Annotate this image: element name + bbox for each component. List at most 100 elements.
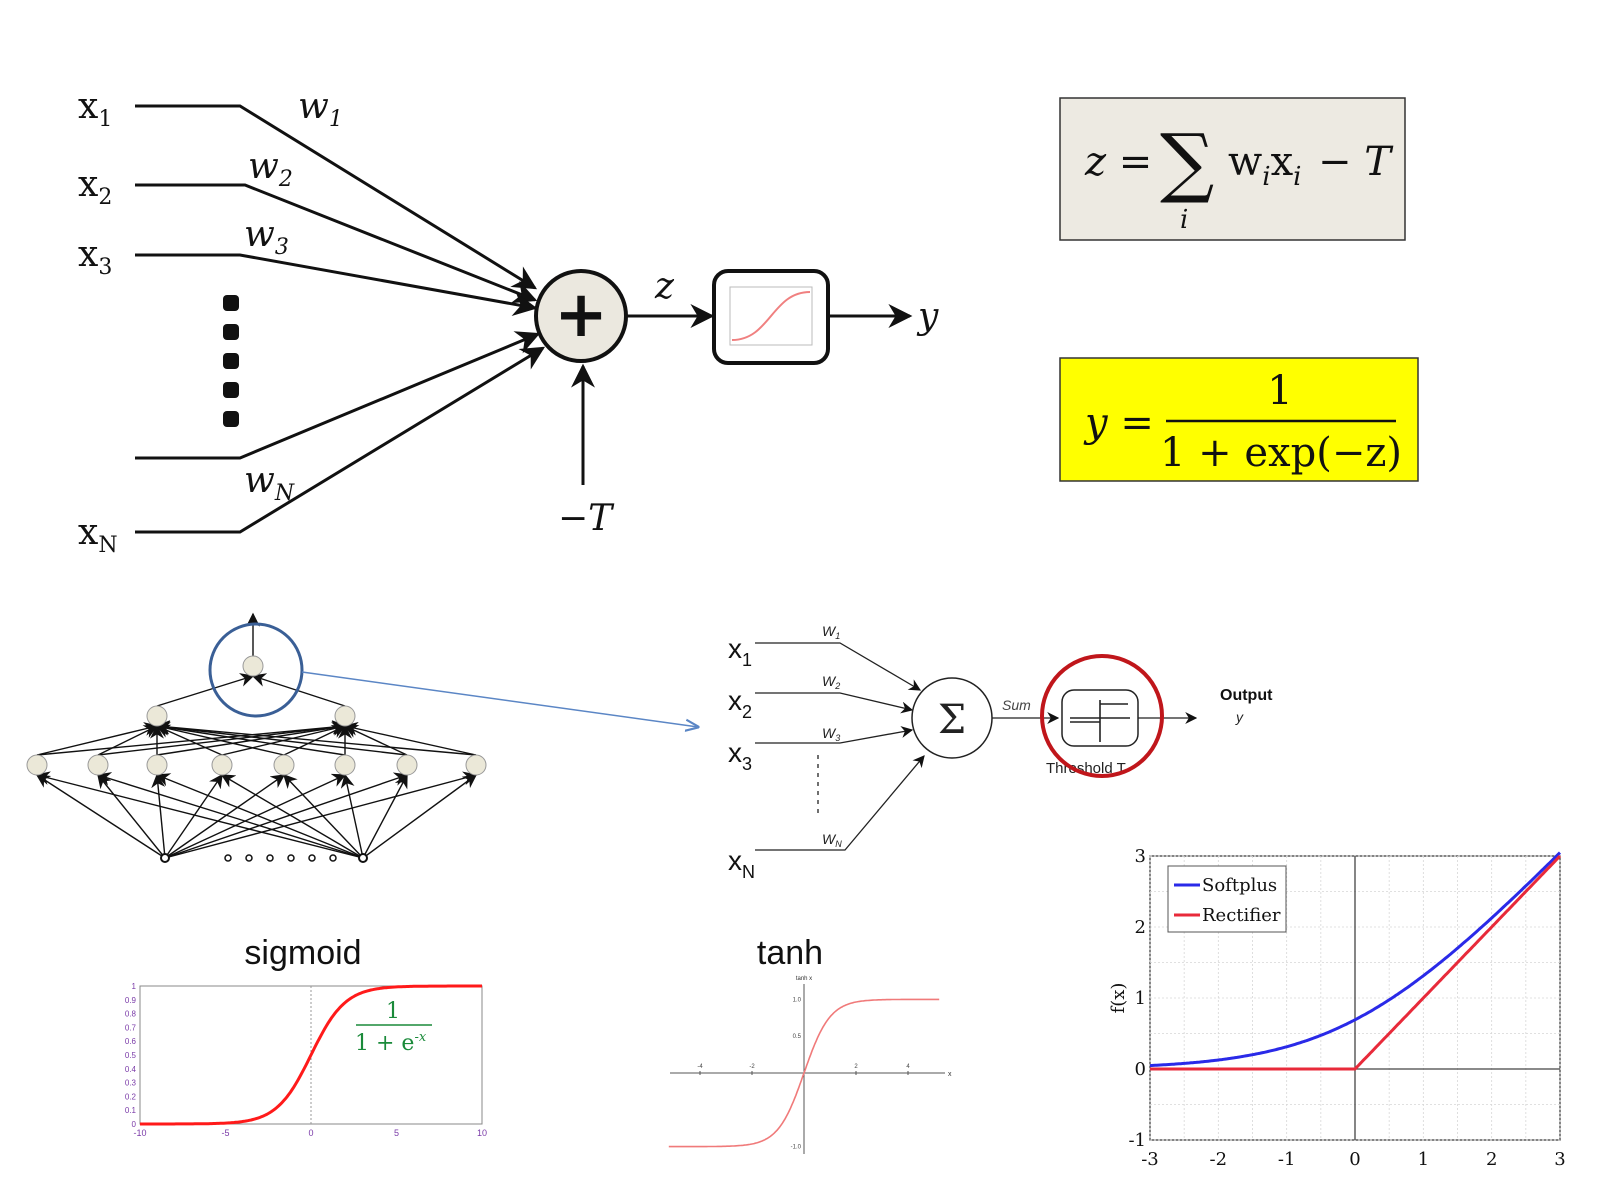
bias-label: −T bbox=[558, 498, 615, 539]
z-formula-box: z = ∑ i wixi − T bbox=[1059, 97, 1406, 241]
network-edge bbox=[164, 772, 409, 859]
network-edge bbox=[155, 721, 285, 756]
y-formula-den: 1 + exp(−z) bbox=[1160, 430, 1402, 476]
relu-series-rectifier bbox=[1150, 854, 1562, 1071]
network-edge bbox=[35, 771, 364, 859]
sigmoid-x-tick: 10 bbox=[477, 1128, 487, 1138]
input-label-x2: x2 bbox=[78, 164, 112, 210]
weight-label-wN: wN bbox=[244, 460, 295, 506]
perceptron-diagram: x1 x2 x3 xN w1 w2 w3 wN + −T z y bbox=[78, 86, 939, 558]
sum-plus-icon: + bbox=[554, 278, 608, 352]
weight-label-w2: w2 bbox=[248, 146, 293, 192]
network-ellipsis-dot bbox=[329, 854, 337, 862]
sigmoid-y-tick: 0.6 bbox=[125, 1037, 137, 1046]
n2-output-y: y bbox=[1235, 709, 1244, 725]
network-edge bbox=[164, 773, 347, 859]
highlight-circle-blue bbox=[208, 622, 304, 718]
n2-output-label: Output bbox=[1220, 687, 1273, 704]
y-formula-lhs: y = bbox=[1083, 400, 1154, 446]
sigmoid-y-tick: 0.3 bbox=[125, 1079, 137, 1088]
relu-y-tick: 1 bbox=[1135, 988, 1146, 1009]
network-edge bbox=[340, 773, 364, 859]
network-edge bbox=[96, 772, 364, 859]
network-diagram bbox=[26, 612, 487, 863]
z-formula-index: i bbox=[1180, 205, 1188, 235]
activation-sigmoid-mini bbox=[731, 291, 811, 341]
network-edge bbox=[151, 773, 166, 859]
z-label: z bbox=[654, 266, 675, 307]
relu-x-tick: -2 bbox=[1210, 1149, 1228, 1170]
network-edge bbox=[343, 724, 408, 756]
network-node bbox=[334, 705, 356, 727]
network-node bbox=[242, 655, 264, 677]
tanh-x-tick: 4 bbox=[906, 1064, 910, 1070]
sigmoid-y-tick: 1 bbox=[132, 982, 137, 991]
network-edge bbox=[155, 720, 477, 756]
sigmoid-y-tick: 0 bbox=[132, 1120, 137, 1129]
relu-y-tick: 3 bbox=[1135, 846, 1146, 867]
n2-sum-label: Sum bbox=[1002, 697, 1031, 713]
relu-x-tick: 1 bbox=[1418, 1149, 1429, 1170]
tanh-x-tick: -4 bbox=[697, 1064, 703, 1070]
n2-weight-w1: W1 bbox=[822, 623, 840, 641]
network-edge bbox=[156, 673, 255, 707]
tanh-x-axis-label: x bbox=[948, 1071, 952, 1078]
activation-box bbox=[712, 269, 830, 365]
highlight-circle-red bbox=[1040, 654, 1164, 778]
n2-weight-w2: W2 bbox=[822, 673, 840, 691]
network-edge bbox=[220, 774, 364, 859]
relu-chart: -3 -2 -1 0 1 2 3 -1 0 1 2 3 f(x) Softplus Rectifier bbox=[1108, 846, 1566, 1170]
sigmoid-formula-den: 1 + e-x bbox=[355, 1030, 427, 1056]
input-label-x1: x1 bbox=[78, 86, 112, 132]
relu-legend-box bbox=[1167, 865, 1287, 933]
sigmoid-chart: 0 0.1 0.2 0.3 0.4 0.5 0.6 0.7 0.8 0.9 1 -10 -5 0 5 10 bbox=[125, 982, 487, 1138]
relu-legend: Softplus Rectifier bbox=[1167, 865, 1287, 933]
tanh-chart-title: tanh x bbox=[796, 976, 812, 982]
zoom-connector-arrow bbox=[301, 671, 698, 727]
network-ellipsis-dot bbox=[287, 854, 295, 862]
relu-x-tick: -3 bbox=[1141, 1149, 1159, 1170]
sigmoid-y-tick: 0.1 bbox=[125, 1106, 137, 1115]
y-formula-box: y = 1 1 + exp(−z) bbox=[1059, 357, 1419, 482]
sigmoid-y-tick: 0.9 bbox=[125, 996, 137, 1005]
tanh-curve bbox=[668, 998, 940, 1148]
tanh-y-tick: -1.0 bbox=[791, 1145, 802, 1151]
input-label-x3: x3 bbox=[78, 234, 112, 280]
network-node bbox=[146, 754, 168, 776]
network-edge bbox=[164, 774, 286, 859]
network-edge bbox=[155, 721, 346, 756]
network-input-node bbox=[358, 853, 368, 863]
n2-weight-w3: W3 bbox=[822, 725, 840, 743]
neuron2-diagram: x1 x2 x3 xN W1 W2 W3 WN Σ Sum Threshold … bbox=[728, 623, 1273, 882]
z-formula-term: wixi bbox=[1228, 139, 1301, 192]
neuron2-lines bbox=[755, 642, 1198, 851]
tanh-chart: tanh x x -4 -2 2 4 1.0 0.5 -1.0 bbox=[668, 976, 952, 1154]
n2-input-x3: x3 bbox=[728, 737, 752, 774]
network-node bbox=[87, 754, 109, 776]
network-edge bbox=[97, 725, 159, 756]
z-formula-tail: − T bbox=[1318, 139, 1394, 185]
sigmoid-y-tick: 0.4 bbox=[125, 1065, 137, 1074]
network-node bbox=[146, 705, 168, 727]
relu-series-softplus bbox=[1149, 851, 1562, 1068]
tanh-x-tick: 2 bbox=[854, 1064, 858, 1070]
y-label: y bbox=[916, 296, 939, 337]
relu-x-tick: 2 bbox=[1486, 1149, 1497, 1170]
relu-y-tick: 2 bbox=[1135, 917, 1146, 938]
y-formula-num: 1 bbox=[1267, 368, 1292, 414]
n2-input-x1: x1 bbox=[728, 633, 752, 670]
network-edge bbox=[97, 773, 166, 859]
n2-input-xN: xN bbox=[728, 845, 755, 882]
sigmoid-y-tick: 0.5 bbox=[125, 1051, 137, 1060]
n2-sigma-icon: Σ bbox=[938, 697, 966, 743]
sigmoid-x-tick: -10 bbox=[133, 1128, 146, 1138]
tanh-y-tick: 0.5 bbox=[793, 1034, 802, 1040]
network-ellipsis-dot bbox=[308, 854, 316, 862]
network-ellipsis-dot bbox=[266, 854, 274, 862]
network-edge bbox=[164, 771, 478, 859]
n2-input-x2: x2 bbox=[728, 685, 752, 722]
network-node bbox=[465, 754, 487, 776]
network-edge bbox=[155, 773, 364, 859]
network-node bbox=[26, 754, 48, 776]
